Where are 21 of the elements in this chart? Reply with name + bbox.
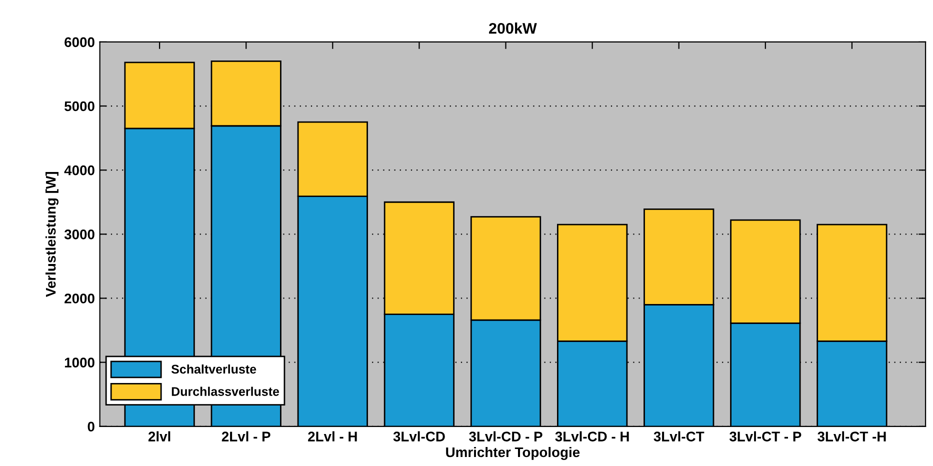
y-tick-label: 0 [88,422,94,432]
y-tick-label: 6000 [64,37,94,48]
x-tick-label: 2lvl [148,431,170,442]
x-tick-label: 3Lvl-CT [654,431,704,442]
y-tick-label: 1000 [64,358,94,368]
y-tick-label: 4000 [64,165,94,176]
x-axis-title: Umrichter Topologie [446,446,580,460]
legend-label: Schaltverluste [171,364,256,374]
chart-title: 200kW [489,22,537,34]
x-tick-label: 3Lvl-CD [393,431,445,442]
legend-label: Durchlassverluste [172,386,280,396]
y-axis-title: Verlustleistung [W] [46,172,59,297]
y-tick-label: 2000 [64,294,94,304]
x-tick-label: 2Lvl - P [222,431,270,442]
x-tick-label: 3Lvl-CD - P [469,431,542,442]
y-tick-label: 3000 [64,230,94,240]
x-tick-label: 2Lvl - H [308,431,357,442]
x-tick-label: 3Lvl-CT - P [729,431,802,442]
y-tick-label: 5000 [64,101,94,112]
x-tick-label: 3Lvl-CD - H [555,431,629,442]
x-tick-label: 3Lvl-CT -H [818,431,886,442]
